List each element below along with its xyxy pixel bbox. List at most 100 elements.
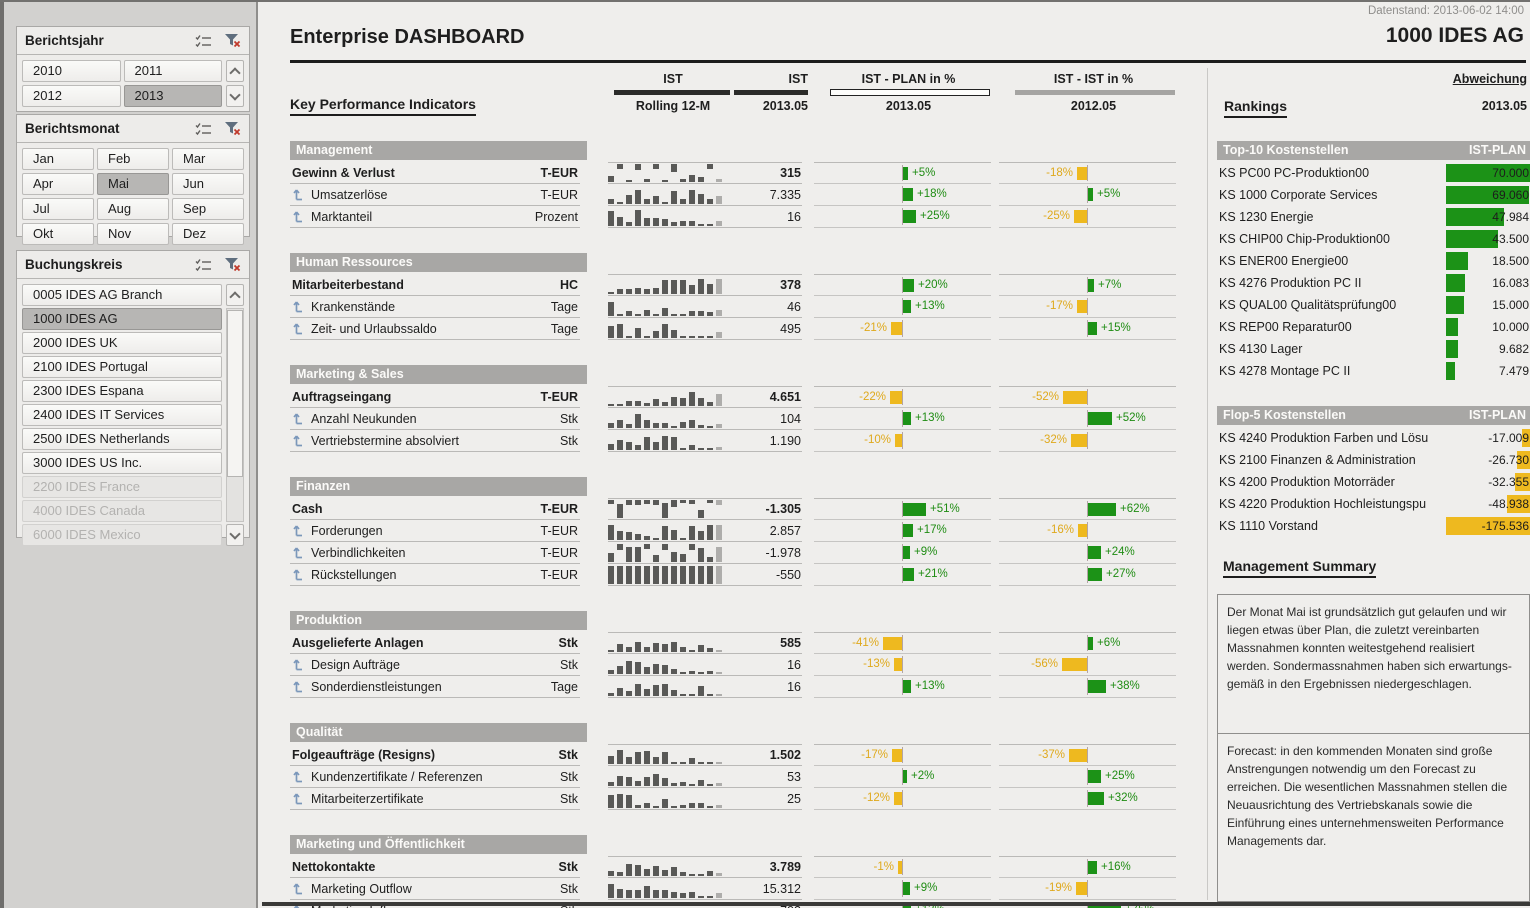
slicer-item-2012[interactable]: 2012 [22, 85, 121, 107]
slicer-item-2013[interactable]: 2013 [123, 85, 222, 107]
slicer-item-mar[interactable]: Mar [172, 148, 244, 170]
slicer-item-3000[interactable]: 3000 IDES US Inc. [22, 452, 222, 474]
clear-filter-funnel-x-icon[interactable] [224, 121, 241, 136]
sparkline-bar [653, 634, 659, 652]
drill-up-arrow-icon[interactable] [293, 188, 304, 201]
pct-bar [903, 904, 911, 908]
slicer-item-jan[interactable]: Jan [22, 148, 94, 170]
sparkline-bar [635, 880, 641, 898]
sparkline-bar [689, 790, 695, 808]
sparkline-bar [626, 634, 632, 652]
sparkline-bar [635, 186, 641, 204]
sparkline-bar [617, 298, 623, 316]
scroll-up-button[interactable] [226, 284, 244, 306]
sparkline-bar [626, 276, 632, 294]
drill-up-arrow-icon[interactable] [293, 412, 304, 425]
slicer-title: Berichtsjahr [25, 33, 104, 48]
ranking-bar [1515, 473, 1530, 491]
scrollbar-thumb[interactable] [227, 310, 243, 478]
scroll-up-button[interactable] [226, 60, 244, 82]
multiselect-checklist-icon[interactable] [195, 258, 212, 272]
pct-axis [1087, 768, 1088, 785]
slicer-item-dez[interactable]: Dez [172, 223, 244, 245]
sparkline-bar [707, 298, 713, 316]
kpi-label: Design Aufträge [311, 657, 400, 672]
slicer-item-2400[interactable]: 2400 IDES IT Services [22, 404, 222, 426]
slicer-item-2000[interactable]: 2000 IDES UK [22, 332, 222, 354]
drill-up-arrow-icon[interactable] [293, 546, 304, 559]
kpi-label: Forderungen [311, 523, 383, 538]
drill-up-arrow-icon[interactable] [293, 568, 304, 581]
sparkline-bar [680, 432, 686, 450]
slicer-item-sep[interactable]: Sep [172, 198, 244, 220]
drill-up-arrow-icon[interactable] [293, 210, 304, 223]
ranking-row: KS 4130 Lager 9.682 [1217, 338, 1530, 360]
slicer-item-nov[interactable]: Nov [97, 223, 169, 245]
slicer-item-1000[interactable]: 1000 IDES AG [22, 308, 222, 330]
ranking-bar [1446, 362, 1455, 380]
pct-value: +9% [914, 546, 938, 558]
drill-up-arrow-icon[interactable] [293, 434, 304, 447]
drill-up-arrow-icon[interactable] [293, 322, 304, 335]
kpi-label: Auftragseingang [292, 389, 392, 404]
scroll-down-button[interactable] [226, 85, 244, 107]
pct-bar [903, 770, 907, 783]
pct-axis [1087, 410, 1088, 427]
sparkline-bar [671, 768, 677, 786]
kpi-row: Nettokontakte Stk 3.789 -1% +16% [290, 856, 1200, 878]
kpi-label-cell: Folgeaufträge (Resigns) Stk [290, 744, 580, 766]
slicer-item-feb[interactable]: Feb [97, 148, 169, 170]
kpi-sparkline-cell [608, 542, 726, 564]
slicer-item-okt[interactable]: Okt [22, 223, 94, 245]
slicer-item-apr[interactable]: Apr [22, 173, 94, 195]
slicer-item-2500[interactable]: 2500 IDES Netherlands [22, 428, 222, 450]
slicer-item-2011[interactable]: 2011 [123, 60, 222, 82]
drill-up-arrow-icon[interactable] [293, 300, 304, 313]
pct-bar [1088, 568, 1102, 581]
multiselect-checklist-icon[interactable] [195, 34, 212, 48]
sparkline-bar [680, 790, 686, 808]
clear-filter-funnel-x-icon[interactable] [224, 33, 241, 48]
drill-up-arrow-icon[interactable] [293, 770, 304, 783]
kpi-value: 25 [726, 788, 802, 810]
slicer-item-jun[interactable]: Jun [172, 173, 244, 195]
pct-bar [1076, 882, 1087, 895]
slicer-item-2300[interactable]: 2300 IDES Espana [22, 380, 222, 402]
slicer-item-0005[interactable]: 0005 IDES AG Branch [22, 284, 222, 306]
sparkline-bar [626, 410, 632, 428]
multiselect-checklist-icon[interactable] [195, 122, 212, 136]
sparkline-bar [680, 880, 686, 898]
drill-up-arrow-icon[interactable] [293, 792, 304, 805]
pct-bar [894, 792, 902, 805]
scrollbar-track[interactable] [226, 308, 244, 522]
ist-ist-cell: -25% [999, 206, 1176, 228]
sparkline-bar [689, 186, 695, 204]
sparkline-chart [608, 656, 722, 674]
kpi-row: Mitarbeiterbestand HC 378 +20% +7% [290, 274, 1200, 296]
drill-up-arrow-icon[interactable] [293, 658, 304, 671]
sparkline-bar [680, 298, 686, 316]
slicer-item-mai[interactable]: Mai [97, 173, 169, 195]
slicer-item-2010[interactable]: 2010 [22, 60, 121, 82]
pct-axis [902, 768, 903, 785]
sparkline-bar [653, 565, 659, 584]
ranking-bar-box: 47.984 [1446, 208, 1530, 226]
pct-bar [1088, 412, 1112, 425]
sparkline-bar [644, 634, 650, 652]
slicer-item-2100[interactable]: 2100 IDES Portugal [22, 356, 222, 378]
scroll-down-button[interactable] [226, 524, 244, 546]
clear-filter-funnel-x-icon[interactable] [224, 257, 241, 272]
drill-up-arrow-icon[interactable] [293, 882, 304, 895]
slicer-item-aug[interactable]: Aug [97, 198, 169, 220]
kpi-value: 585 [726, 632, 802, 654]
ranking-row: KS 4220 Produktion Hochleistungspu -48.93… [1217, 493, 1530, 515]
ranking-value: 47.984 [1492, 210, 1529, 224]
drill-up-arrow-icon[interactable] [293, 680, 304, 693]
sparkline-bar [635, 790, 641, 808]
sparkline-bar [644, 410, 650, 428]
slicer-item-jul[interactable]: Jul [22, 198, 94, 220]
drill-up-arrow-icon[interactable] [293, 524, 304, 537]
sparkline-bar [671, 858, 677, 876]
pct-bar [903, 279, 914, 292]
dashboard-main: Datenstand: 2013-06-02 14:00 Enterprise … [262, 2, 1530, 908]
